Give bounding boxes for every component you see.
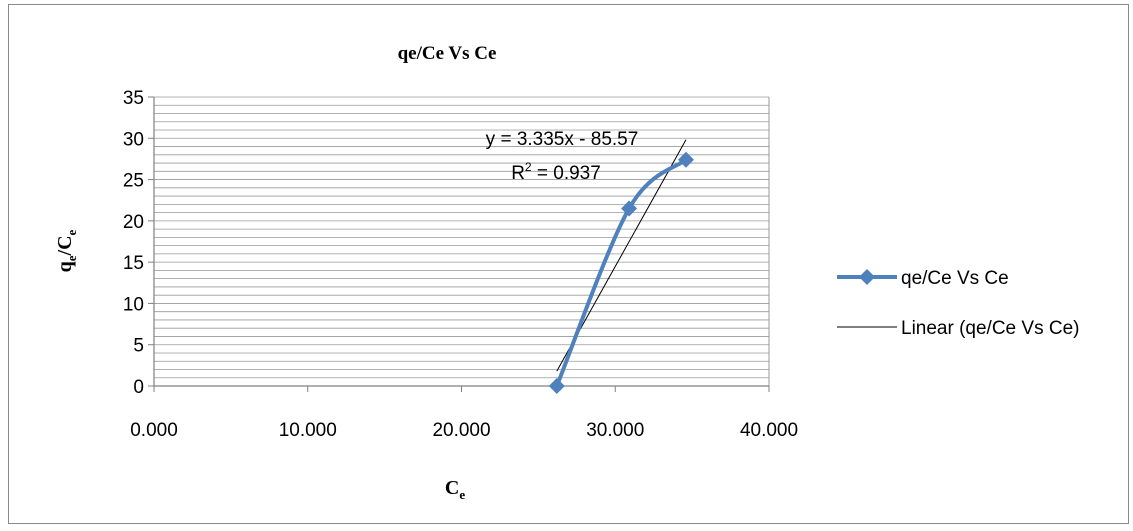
y-axis-title-mid: /C (54, 235, 76, 256)
legend: qe/Ce Vs Ce Linear (qe/Ce Vs Ce) (837, 268, 1079, 339)
x-axis-title-main: C (445, 477, 459, 499)
trendline-equation: y = 3.335x - 85.57 (486, 129, 639, 150)
legend-series-marker (859, 269, 875, 285)
x-tick-label: 40.000 (740, 420, 798, 441)
legend-item-series: qe/Ce Vs Ce (837, 268, 1009, 289)
data-point-marker (677, 151, 694, 168)
y-tick-label: 0 (133, 377, 144, 398)
legend-series-label: qe/Ce Vs Ce (901, 268, 1009, 289)
r2-prefix: R (511, 163, 525, 184)
y-tick-label: 15 (123, 253, 144, 274)
y-tick-label: 10 (123, 294, 144, 315)
r2-sup: 2 (525, 160, 532, 174)
chart-svg: qe/Ce Vs Ce 0 5 10 15 20 25 30 35 0.000 10.000 20.… (54, 43, 1079, 502)
y-axis-title-group: qe/Ce (54, 229, 79, 272)
y-tick-label: 25 (123, 171, 144, 192)
y-tick-label: 5 (133, 336, 144, 357)
x-tick-label: 10.000 (279, 420, 337, 441)
y-axis-title: qe/Ce (54, 229, 79, 272)
y-axis-title-sub-2: e (64, 229, 79, 235)
data-point-marker (548, 378, 565, 394)
y-axis-title-main: q (54, 261, 76, 272)
chart-title: qe/Ce Vs Ce (398, 43, 497, 64)
series-line (554, 158, 688, 387)
x-axis-title: Ce (445, 477, 465, 502)
x-tick-label: 30.000 (586, 420, 644, 441)
y-tick-label: 20 (123, 212, 144, 233)
axes (148, 96, 770, 392)
tick-labels: 0 5 10 15 20 25 30 35 0.000 10.000 20.000 30.000 40.… (123, 88, 798, 441)
trendline-r2: R2 = 0.937 (511, 160, 601, 184)
y-axis-title-sub-1: e (64, 255, 79, 261)
x-axis-title-sub: e (459, 487, 465, 502)
legend-trendline-label: Linear (qe/Ce Vs Ce) (901, 318, 1079, 339)
legend-item-trendline: Linear (qe/Ce Vs Ce) (837, 318, 1079, 339)
data-point-marker (621, 200, 638, 217)
x-tick-label: 20.000 (432, 420, 490, 441)
x-tick-label: 0.000 (130, 420, 178, 441)
grid-lines (154, 96, 770, 386)
r2-value: = 0.937 (532, 163, 601, 184)
series-group (548, 151, 694, 394)
y-tick-label: 35 (123, 88, 144, 109)
chart-frame: qe/Ce Vs Ce 0 5 10 15 20 25 30 35 0.000 10.000 20.… (8, 4, 1129, 524)
y-tick-label: 30 (123, 129, 144, 150)
